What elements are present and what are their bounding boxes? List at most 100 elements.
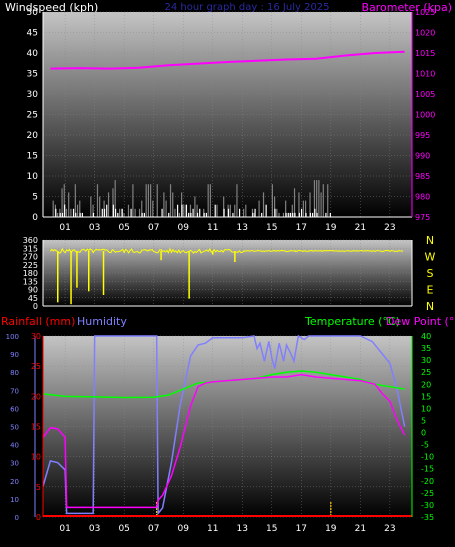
wind-gust-bar	[169, 184, 172, 217]
temperature-y-tick: -5	[421, 441, 429, 450]
barometer-y-tick: 1010	[415, 70, 435, 79]
temperature-y-tick: 10	[421, 404, 431, 413]
rain-y-tick: 20	[31, 392, 41, 401]
wind-gust-bar	[276, 208, 278, 217]
wind-average-bar	[55, 208, 57, 217]
wind-average-bar	[117, 212, 119, 217]
temperature-y-tick: 20	[421, 380, 431, 389]
wind-gust-bars	[52, 180, 329, 217]
direction-y-tick: 180	[23, 269, 38, 278]
direction-y-tick: 0	[33, 302, 38, 311]
wind-average-bar	[203, 212, 205, 217]
barometer-y-tick: 975	[415, 213, 430, 222]
temperature-y-tick: -30	[421, 501, 434, 510]
barometer-axis-label: Barometer (kpa)	[361, 1, 452, 14]
wind-average-bar	[185, 204, 188, 217]
wind-gust-bar	[79, 200, 81, 217]
wind-gust-bar	[327, 184, 329, 217]
wind-average-bars	[55, 204, 331, 217]
wind-gust-bar	[76, 204, 79, 217]
wind-gust-bar	[174, 208, 176, 217]
climate-grid	[43, 335, 412, 518]
wind-plot-area	[43, 12, 412, 217]
humidity-y-tick: 50	[10, 424, 19, 432]
wind-gust-bar	[138, 208, 141, 217]
temperature-y-tick: -25	[421, 489, 434, 498]
dewpoint-line	[42, 373, 406, 509]
wind-x-tick: 23	[384, 223, 395, 233]
wind-gust-bar	[216, 204, 218, 217]
humidity-y-tick: 80	[10, 369, 19, 377]
wind-gust-bar	[70, 208, 72, 217]
rain-y-tick: 5	[36, 483, 41, 492]
wind-average-bar	[79, 212, 81, 217]
wind-gust-bar	[92, 204, 94, 217]
wind-gust-bar	[114, 180, 116, 217]
temperature-y-tick: 35	[421, 344, 431, 353]
wind-x-tick: 07	[148, 223, 159, 233]
wind-gust-bar	[178, 212, 180, 217]
wind-average-bar	[112, 204, 114, 217]
humidity-axis-label: Humidity	[77, 315, 127, 328]
climate-x-tick: 11	[207, 524, 218, 534]
wind-gust-bar	[285, 200, 287, 217]
barometer-series	[50, 50, 405, 70]
wind-y-tick: 35	[27, 70, 38, 80]
direction-y-tick: 315	[23, 244, 38, 253]
wind-average-bar	[214, 204, 216, 217]
wind-gust-bar	[242, 208, 245, 217]
wind-y-tick: 15	[27, 152, 38, 162]
wind-x-tick: 13	[237, 223, 248, 233]
wind-gust-bar	[223, 196, 225, 217]
wind-average-bar	[300, 208, 303, 217]
temperature-y-tick: -35	[421, 513, 434, 522]
wind-average-bar	[309, 212, 312, 217]
wind-average-bar	[199, 208, 201, 217]
wind-gust-bar	[163, 192, 165, 217]
wind-average-bar	[181, 204, 183, 217]
climate-x-tick: 21	[355, 524, 366, 534]
barometer-y-tick: 1000	[415, 111, 435, 120]
climate-x-tick: 23	[384, 524, 395, 534]
humidity-y-tick: 60	[10, 405, 19, 413]
wind-average-bar	[274, 208, 276, 217]
wind-average-bar	[161, 208, 163, 217]
humidity-y-tick-labels: 0 10 20 30 40 50 60 70 80 90 100	[6, 333, 19, 522]
wind-average-bar	[61, 212, 64, 217]
direction-y-tick: 225	[23, 261, 38, 270]
rain-y-tick: 0	[36, 513, 41, 522]
wind-gust-bar	[123, 212, 125, 217]
dewpoint-axis-label: Dew Point (°C)	[386, 315, 455, 328]
climate-plot-area	[43, 336, 412, 517]
wind-gust-bar	[322, 184, 324, 217]
temperature-y-tick-labels: -35 -30 -25 -20 -15 -10 -5 0 5 10 15 20 25 30 35 40	[421, 332, 434, 522]
windspeed-axis-label: Windspeed (kph)	[5, 1, 98, 14]
wind-gust-bar	[90, 196, 92, 217]
wind-gust-bar	[145, 184, 147, 217]
wind-grid	[43, 11, 412, 218]
barometer-y-tick: 1015	[415, 49, 435, 58]
temperature-y-tick: 0	[421, 429, 426, 438]
wind-gust-bar	[52, 200, 54, 217]
wind-average-bar	[285, 212, 287, 217]
wind-gust-bar	[291, 204, 293, 217]
wind-gust-bar	[99, 196, 101, 217]
rain-y-tick: 10	[31, 453, 41, 462]
wind-y-tick: 0	[32, 213, 38, 223]
humidity-y-tick: 20	[10, 478, 19, 486]
compass-label-s: S	[427, 267, 434, 280]
wind-gust-bar	[262, 192, 265, 217]
wind-x-tick: 01	[59, 223, 70, 233]
wind-gust-bar	[156, 184, 158, 217]
wind-gust-bar	[183, 204, 185, 217]
wind-x-tick: 09	[177, 223, 189, 233]
rain-y-tick: 25	[31, 362, 41, 371]
direction-y-tick: 45	[28, 294, 38, 303]
climate-x-tick: 19	[325, 524, 337, 534]
wind-x-tick: 05	[118, 223, 129, 233]
rain-y-tick: 15	[31, 423, 41, 432]
